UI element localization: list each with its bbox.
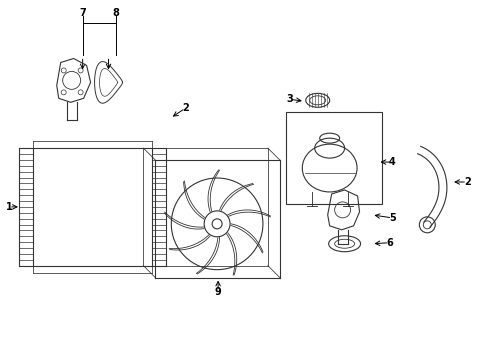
Text: 6: 6 bbox=[386, 238, 393, 248]
Text: 2: 2 bbox=[464, 177, 470, 187]
Text: 7: 7 bbox=[79, 8, 86, 18]
Text: 2: 2 bbox=[182, 103, 189, 113]
Text: 8: 8 bbox=[112, 8, 119, 18]
Text: 9: 9 bbox=[215, 287, 221, 297]
Bar bbox=[286, 112, 383, 204]
Polygon shape bbox=[417, 147, 447, 227]
Text: 5: 5 bbox=[389, 213, 396, 223]
Text: 1: 1 bbox=[5, 202, 12, 212]
Text: 3: 3 bbox=[287, 94, 293, 104]
Text: 4: 4 bbox=[389, 157, 396, 167]
